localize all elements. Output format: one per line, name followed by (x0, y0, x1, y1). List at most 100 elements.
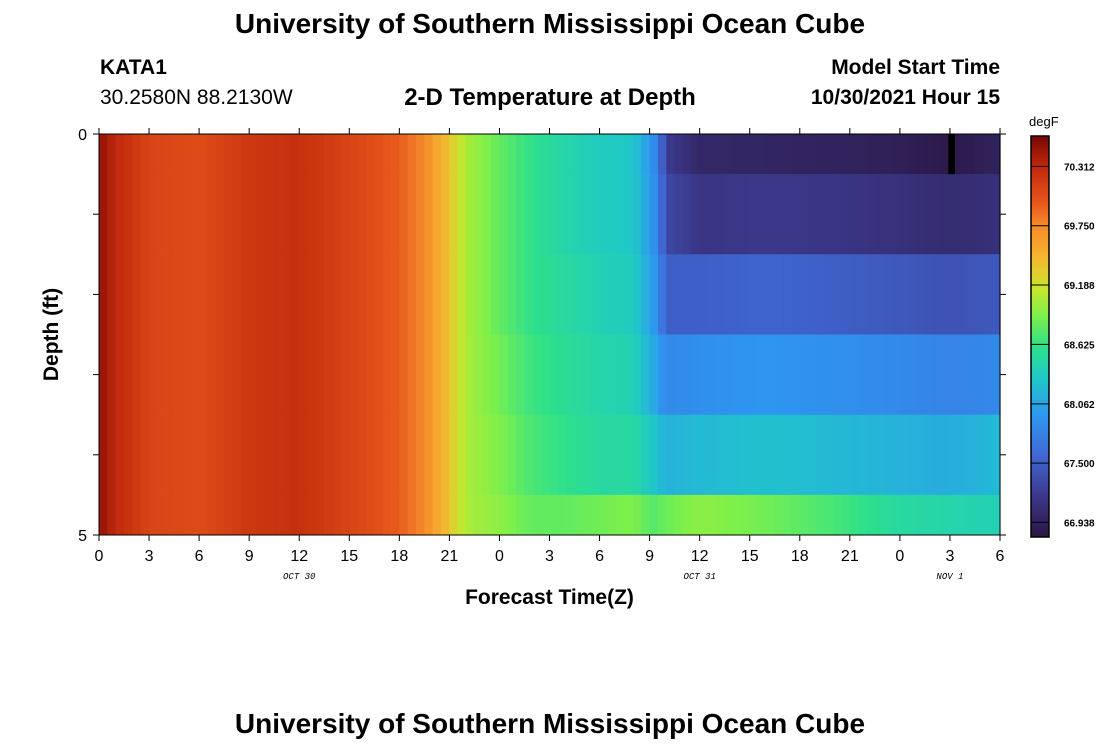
heatmap-cell (616, 494, 626, 536)
heatmap-cell (574, 334, 584, 416)
colorbar-bar (1030, 135, 1050, 538)
heatmap-cell (132, 334, 142, 416)
heatmap-cell (883, 414, 893, 496)
heatmap-cell (140, 134, 150, 175)
heatmap-cell (140, 174, 150, 255)
heatmap-cell (124, 494, 133, 536)
heatmap-cell (941, 254, 951, 335)
heatmap-cell (991, 334, 1001, 416)
heatmap-cell (524, 414, 534, 496)
heatmap-cell (132, 174, 142, 255)
heatmap-cell (774, 334, 784, 416)
heatmap-cell (966, 134, 976, 175)
heatmap-cell (908, 414, 918, 496)
heatmap-cell (115, 414, 125, 496)
heatmap-cell (766, 134, 776, 175)
heatmap-cell (157, 334, 167, 416)
heatmap-cell (716, 174, 726, 255)
heatmap-cell (666, 254, 676, 335)
heatmap-cell (582, 134, 592, 175)
heatmap-cell (783, 174, 793, 255)
heatmap-cell (124, 334, 133, 416)
heatmap-cell (582, 494, 592, 536)
heatmap-cell (399, 134, 409, 175)
heatmap-cell (182, 494, 192, 536)
heatmap-cell (524, 494, 534, 536)
heatmap-cell (691, 334, 701, 416)
heatmap-cell (541, 174, 551, 255)
heatmap-cell (791, 494, 801, 536)
heatmap-cell (858, 254, 868, 335)
heatmap-cell (315, 414, 325, 496)
heatmap-cell (382, 494, 392, 536)
heatmap-cell (407, 174, 417, 255)
heatmap-cell (416, 414, 425, 496)
heatmap-cell (724, 414, 734, 496)
heatmap-cell (107, 334, 117, 416)
x-tick-label: 18 (791, 548, 809, 565)
heatmap-cell (507, 254, 517, 335)
heatmap-cell (758, 134, 767, 175)
colorbar: degF 70.312 69.750 69.188 68.625 68.062 67.50… (1029, 114, 1095, 538)
heatmap-cell (657, 334, 667, 416)
heatmap-cell (883, 254, 893, 335)
heatmap-cell (416, 334, 425, 416)
heatmap-cell (407, 494, 417, 536)
heatmap-cell (257, 174, 267, 255)
heatmap-cell (365, 134, 375, 175)
heatmap-cell (524, 134, 534, 175)
heatmap-cell (808, 334, 818, 416)
heatmap-cell (783, 494, 793, 536)
heatmap-cell (257, 254, 267, 335)
x-tick-label: 9 (645, 548, 654, 565)
heatmap-cell (407, 134, 417, 175)
heatmap-cell (941, 494, 951, 536)
heatmap-cell (607, 494, 617, 536)
heatmap-cell (724, 134, 734, 175)
heatmap-cell (441, 494, 450, 536)
heatmap-cell (424, 254, 434, 335)
heatmap-cell (933, 254, 943, 335)
heatmap-cell (616, 334, 626, 416)
heatmap-cell (499, 254, 509, 335)
heatmap-cell (591, 334, 601, 416)
heatmap-cell (924, 494, 934, 536)
heatmap-cell (841, 174, 851, 255)
heatmap-cell (340, 414, 350, 496)
colorbar-tick-label: 70.312 (1064, 162, 1095, 173)
heatmap-cell (833, 494, 843, 536)
heatmap-cell (974, 494, 984, 536)
heatmap-cell (324, 134, 334, 175)
heatmap-cell (224, 134, 234, 175)
heatmap-cell (758, 494, 767, 536)
heatmap-cell (958, 414, 968, 496)
heatmap-cell (274, 254, 284, 335)
heatmap-cell (357, 134, 367, 175)
heatmap-cell (699, 254, 709, 335)
heatmap-cell (632, 494, 642, 536)
heatmap-cell (416, 134, 425, 175)
heatmap-cell (232, 414, 242, 496)
heatmap-cell (866, 494, 876, 536)
heatmap-cell (766, 254, 776, 335)
heatmap-cell (616, 414, 626, 496)
heatmap-cell (290, 494, 300, 536)
heatmap-cell (441, 134, 450, 175)
heatmap-cell (616, 254, 626, 335)
heatmap-cell (733, 134, 742, 175)
heatmap-cell (124, 174, 133, 255)
heatmap-cell (691, 414, 701, 496)
heatmap-cell (883, 334, 893, 416)
heatmap-cell (966, 494, 976, 536)
heatmap-cell (916, 494, 926, 536)
heatmap-cell (699, 414, 709, 496)
heatmap-cell (724, 334, 734, 416)
heatmap-cell (307, 134, 317, 175)
heatmap-cell (424, 414, 434, 496)
heatmap-cell (549, 134, 559, 175)
heatmap-cell (674, 414, 684, 496)
x-tick-label: 0 (495, 548, 504, 565)
heatmap-cell (833, 174, 843, 255)
heatmap-cell (574, 174, 584, 255)
